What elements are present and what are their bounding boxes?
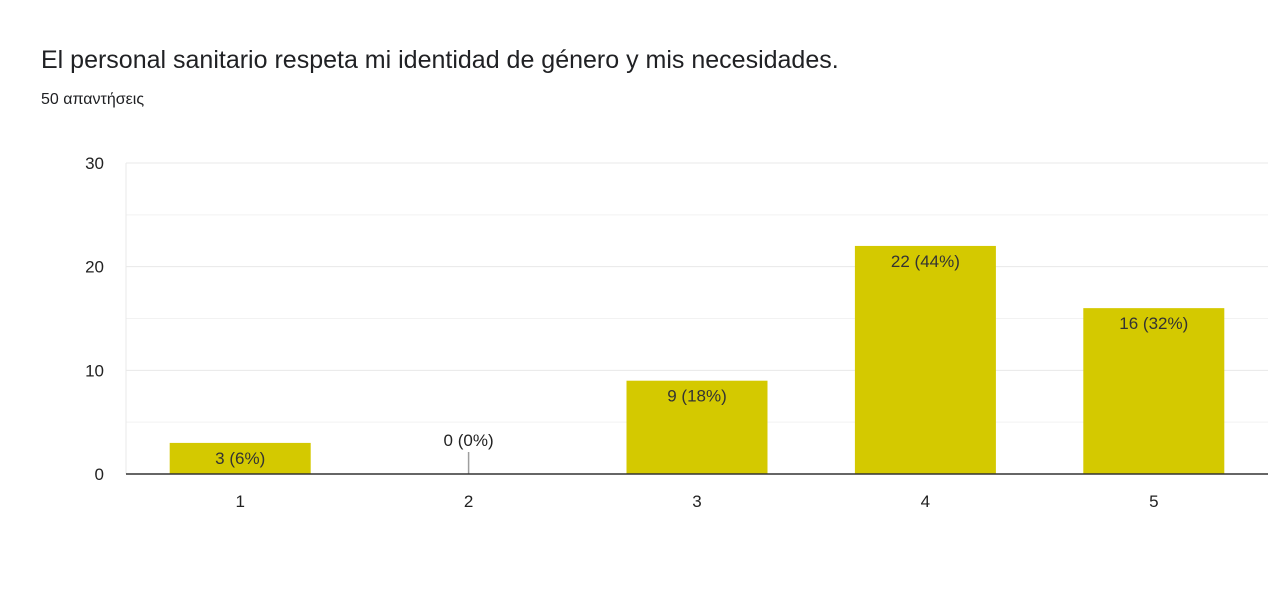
y-tick-label: 10	[85, 361, 104, 380]
chart-bars: 3 (6%) 0 (0%) 9 (18%) 22 (44%) 16 (32%)	[169, 245, 1225, 474]
bar-data-label: 9 (18%)	[667, 387, 727, 406]
x-axis: 1 2 3 4 5	[126, 473, 1268, 511]
bar-data-label: 0 (0%)	[444, 431, 494, 450]
bar-data-label: 22 (44%)	[891, 252, 960, 271]
x-tick-label: 4	[921, 492, 930, 511]
y-tick-label: 20	[85, 258, 104, 277]
question-title: El personal sanitario respeta mi identid…	[41, 46, 839, 74]
x-tick-label: 5	[1149, 492, 1158, 511]
y-tick-label: 0	[95, 465, 104, 484]
bar	[854, 245, 996, 474]
bar-data-label: 3 (6%)	[215, 449, 265, 468]
x-tick-label: 1	[235, 492, 244, 511]
bar	[1083, 308, 1225, 474]
bar	[626, 380, 768, 474]
bar-data-label: 16 (32%)	[1119, 314, 1188, 333]
x-tick-label: 2	[464, 492, 473, 511]
y-tick-label: 30	[85, 154, 104, 173]
x-tick-label: 3	[692, 492, 701, 511]
response-count: 50 απαντήσεις	[41, 91, 145, 108]
bar	[169, 442, 311, 474]
y-axis: 0 10 20 30	[85, 154, 104, 484]
